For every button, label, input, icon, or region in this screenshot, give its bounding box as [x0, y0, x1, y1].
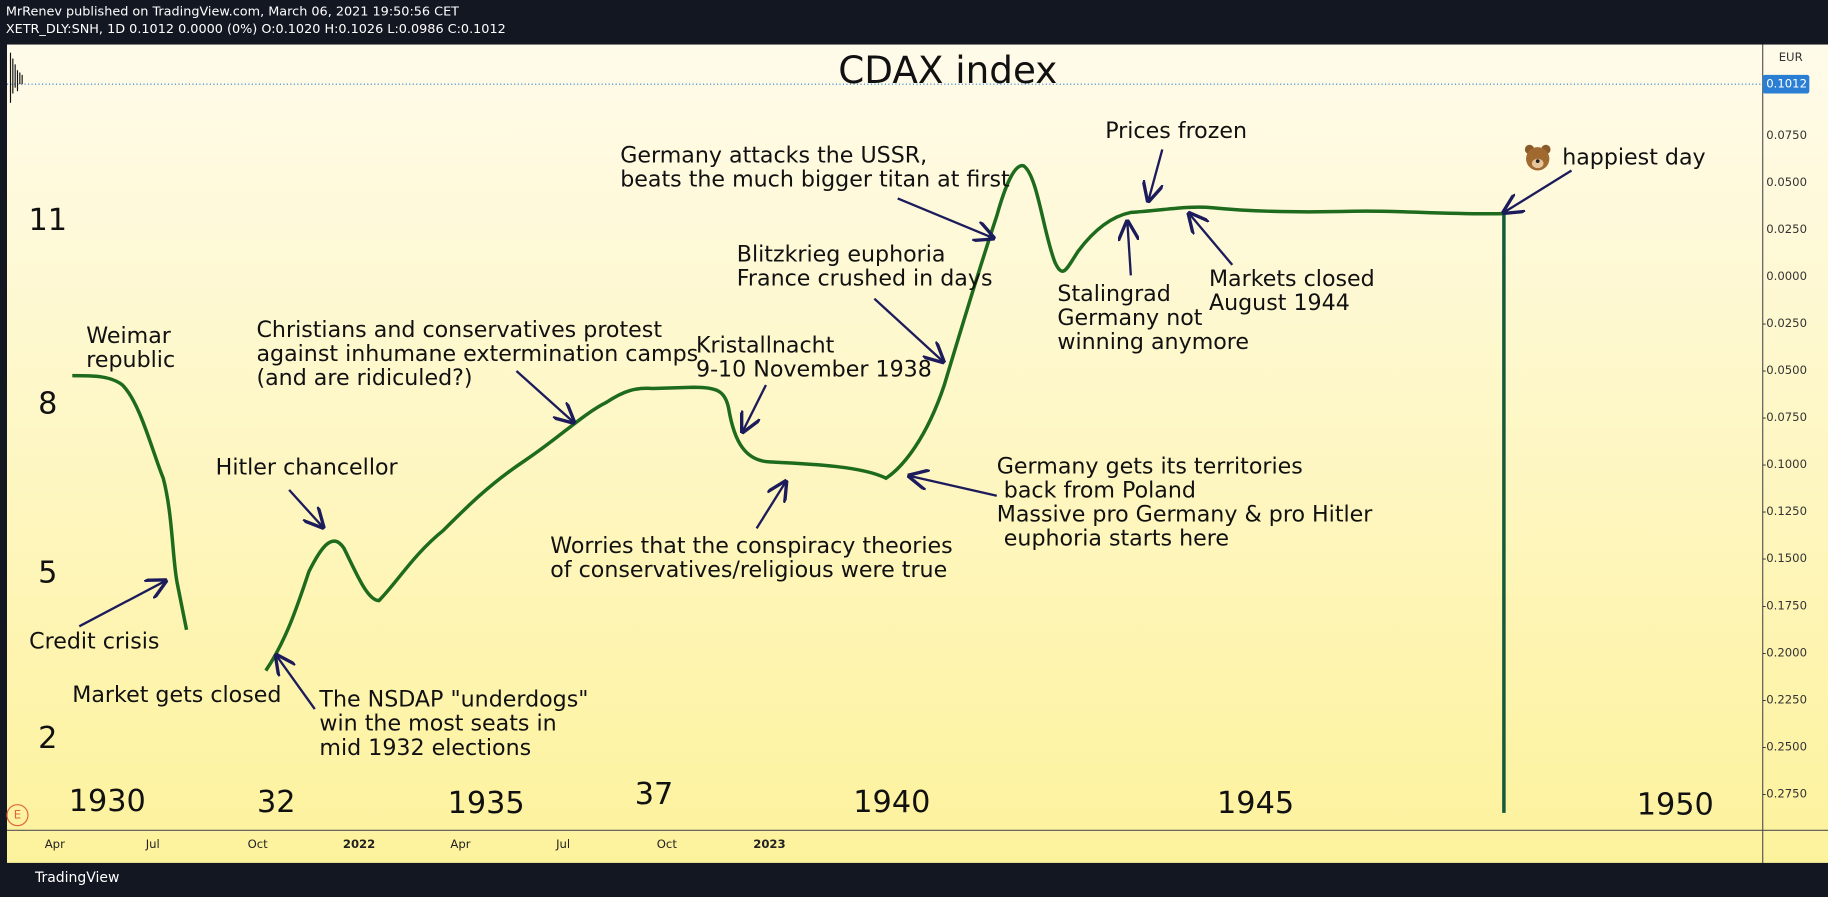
price-tick-label: 0.0750 — [1766, 128, 1807, 142]
drawn-curve — [264, 164, 1504, 672]
price-tick-label: -0.0250 — [1762, 316, 1807, 330]
price-tick-label: 0.0250 — [1766, 222, 1807, 236]
time-tick-label: Jul — [555, 837, 570, 851]
annotation: Stalingrad Germany not winning anymore — [1057, 281, 1249, 355]
annotation: Market gets closed — [72, 682, 281, 708]
currency: EUR — [1779, 50, 1803, 64]
price-bars — [9, 52, 23, 103]
annotation-line: Market gets closed — [72, 682, 281, 708]
time-tick-label: 2023 — [753, 837, 785, 851]
price-tick-label: -0.1500 — [1762, 551, 1807, 565]
annotation-line: 9-10 November 1938 — [696, 356, 932, 382]
annotation: Prices frozen — [1105, 117, 1247, 143]
arrows — [78, 149, 1573, 710]
annotation: Germany attacks the USSR, beats the much … — [620, 142, 1010, 192]
time-tick-label: Apr — [450, 837, 470, 851]
time-tick-label: Oct — [248, 837, 269, 851]
annotation-line: euphoria starts here — [997, 525, 1229, 551]
annotation-line: France crushed in days — [737, 265, 993, 291]
time-tick-label: Apr — [45, 837, 65, 851]
annotation-line: The NSDAP "underdogs" — [318, 686, 588, 712]
hand-value-label: 5 — [38, 555, 57, 590]
annotation-line: Credit crisis — [29, 628, 159, 654]
last-price: 0.1012 — [1766, 77, 1807, 91]
annotation-line: Worries that the conspiracy theories — [550, 532, 952, 558]
price-tick-label: 0.0000 — [1766, 269, 1807, 283]
hand-year-label: 1950 — [1637, 787, 1714, 822]
last-price-box — [1762, 74, 1810, 94]
annotation: Markets closed August 1944 — [1209, 265, 1375, 315]
price-tick-label: -0.0750 — [1762, 410, 1807, 424]
top-bar — [0, 0, 1828, 45]
price-tick-label: -0.0500 — [1762, 363, 1807, 377]
annotation: Weimar republic — [86, 322, 175, 372]
time-tick-label: Jul — [145, 837, 160, 851]
price-tick-label: -0.1750 — [1762, 598, 1807, 612]
chart-title: CDAX index — [838, 48, 1057, 92]
annotation-line: Kristallnacht — [696, 332, 835, 358]
annotation-line: Stalingrad — [1057, 281, 1170, 307]
hand-year-label: 1940 — [853, 785, 930, 820]
hand-year-label: 32 — [257, 785, 296, 820]
hand-value-label: 11 — [29, 203, 68, 238]
price-tick-label: -0.2250 — [1762, 692, 1807, 706]
hand-year-label: 1935 — [448, 786, 525, 821]
annotation: Blitzkrieg euphoria France crushed in day… — [737, 241, 993, 291]
price-tick-label: -0.2500 — [1762, 739, 1807, 753]
annotation: The NSDAP "underdogs" win the most seats … — [318, 686, 588, 760]
annotation-line: winning anymore — [1057, 329, 1249, 355]
annotation: Kristallnacht 9-10 November 1938 — [696, 332, 932, 382]
annotation-line: Prices frozen — [1105, 117, 1247, 143]
hand-year-label: 1945 — [1217, 786, 1294, 821]
hand-year-label: 37 — [635, 777, 674, 812]
annotation-line: Blitzkrieg euphoria — [737, 241, 946, 267]
annotation-line: Germany attacks the USSR, — [620, 142, 927, 168]
time-tick-label: Oct — [657, 837, 678, 851]
event-badge: E — [14, 808, 21, 822]
price-tick-label: -0.2000 — [1762, 645, 1807, 659]
annotation-line: Weimar — [86, 322, 172, 348]
bottom-bar — [0, 862, 1828, 897]
brand: TradingView — [34, 870, 119, 886]
hand-value-label: 2 — [38, 721, 57, 756]
annotation-line: beats the much bigger titan at first — [620, 166, 1010, 192]
annotation: Germany gets its territories back from P… — [997, 453, 1374, 551]
event-badge-circle — [6, 804, 29, 827]
annotation-line: mid 1932 elections — [319, 734, 531, 760]
annotation-line: back from Poland — [997, 477, 1196, 503]
price-tick-label: -0.2750 — [1762, 786, 1807, 800]
annotation-line: Hitler chancellor — [216, 454, 399, 480]
time-tick-label: 2022 — [343, 837, 375, 851]
hand-value-label: 8 — [38, 386, 57, 421]
hand-year-label: 1930 — [69, 784, 146, 819]
annotation: Worries that the conspiracy theories of c… — [550, 532, 952, 582]
annotation-line: Markets closed — [1209, 265, 1375, 291]
annotation-line: Germany not — [1057, 305, 1202, 331]
annotation-line: Massive pro Germany & pro Hitler — [997, 501, 1374, 527]
annotation-line: Germany gets its territories — [997, 453, 1303, 479]
annotation-line: republic — [86, 347, 175, 373]
annotation-line: win the most seats in — [319, 710, 556, 736]
annotation: happiest day — [1562, 144, 1705, 170]
drawn-curve — [72, 373, 189, 631]
chart-area — [6, 44, 1828, 863]
symbol-line: XETR_DLY:SNH, 1D 0.1012 0.0000 (0%) O:0.… — [6, 22, 506, 37]
bear-icon — [1524, 144, 1551, 171]
annotation-line: against inhumane extermination camps — [256, 341, 698, 367]
annotation: Credit crisis — [29, 628, 159, 654]
annotation-line: of conservatives/religious were true — [550, 556, 947, 582]
annotation-line: (and are ridiculed?) — [256, 365, 472, 391]
annotation-line: happiest day — [1562, 144, 1705, 170]
annotation: Hitler chancellor — [216, 454, 399, 480]
price-tick-label: -0.1250 — [1762, 504, 1807, 518]
price-tick-label: -0.1000 — [1762, 457, 1807, 471]
price-tick-label: 0.0500 — [1766, 175, 1807, 189]
annotation-line: August 1944 — [1209, 289, 1350, 315]
annotation-line: Christians and conservatives protest — [256, 317, 662, 343]
annotation: Christians and conservatives protest agai… — [256, 317, 698, 391]
publisher: MrRenev published on TradingView.com, Ma… — [6, 4, 459, 19]
